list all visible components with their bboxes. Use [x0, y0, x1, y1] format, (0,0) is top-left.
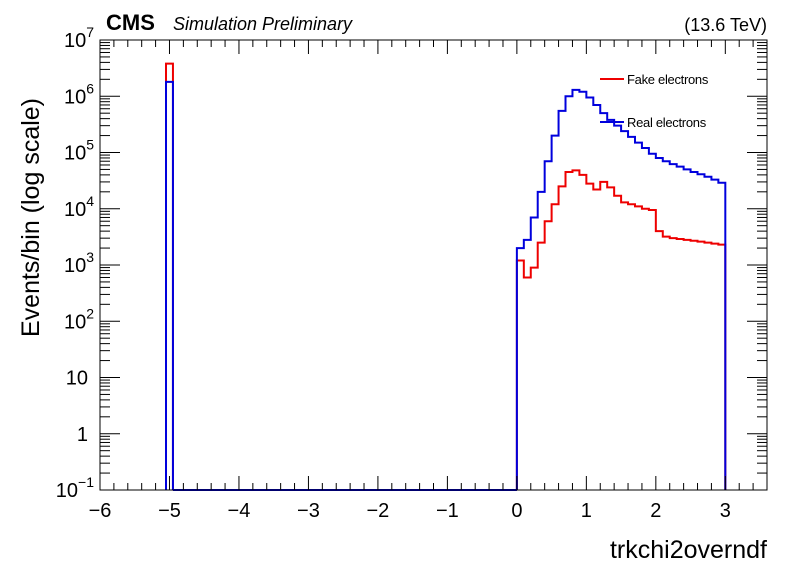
x-tick-label: 1 [581, 500, 592, 522]
y-tick-label: 103 [64, 249, 94, 277]
x-axis-label: trkchi2overndf [610, 536, 767, 564]
x-tick-label: 2 [650, 500, 661, 522]
x-tick-label: −3 [297, 500, 320, 522]
y-tick-base: 10 [64, 255, 86, 277]
legend-label-fake: Fake electrons [627, 72, 709, 87]
y-tick-base: 10 [64, 143, 86, 165]
y-tick-base: 10 [64, 86, 86, 108]
plot-frame [99, 39, 768, 491]
y-tick-exponent: 3 [86, 249, 94, 265]
y-tick-exponent: 5 [86, 137, 94, 153]
x-tick-label: −1 [436, 500, 459, 522]
svg-text:107: 107 [64, 24, 94, 52]
y-tick-label: 104 [64, 193, 94, 221]
cms-label: CMS [106, 10, 155, 35]
x-tick-label: −4 [228, 500, 251, 522]
y-tick-exponent: −1 [78, 474, 94, 490]
y-tick-exponent: 7 [86, 24, 94, 40]
histogram-bin [165, 80, 174, 490]
y-tick-label: 1 [77, 424, 88, 446]
histogram-steps [515, 88, 727, 490]
x-tick-label: −2 [367, 500, 390, 522]
y-tick-base: 10 [64, 30, 86, 52]
legend: Fake electrons Real electrons [600, 72, 709, 130]
y-tick-exponent: 2 [86, 305, 94, 321]
y-tick-exponent: 4 [86, 193, 94, 209]
y-tick-value: 1 [77, 424, 88, 446]
svg-text:104: 104 [64, 193, 94, 221]
y-tick-base: 10 [64, 311, 86, 333]
histogram-steps [515, 169, 727, 490]
y-axis-label: Events/bin (log scale) [17, 98, 45, 337]
x-tick-label: 3 [720, 500, 731, 522]
y-tick-label: 107 [64, 24, 94, 52]
svg-text:10−1: 10−1 [56, 474, 94, 502]
y-tick-label: 10 [66, 368, 88, 390]
legend-label-real: Real electrons [627, 115, 707, 130]
x-tick-label: 0 [511, 500, 522, 522]
svg-text:106: 106 [64, 80, 94, 108]
x-tick-label: −5 [158, 500, 181, 522]
energy-label: (13.6 TeV) [684, 15, 767, 35]
svg-text:105: 105 [64, 137, 94, 165]
y-tick-base: 10 [56, 480, 78, 502]
x-tick-label: −6 [89, 500, 112, 522]
svg-text:103: 103 [64, 249, 94, 277]
simulation-preliminary-label: Simulation Preliminary [173, 14, 353, 34]
y-tick-label: 106 [64, 80, 94, 108]
y-tick-base: 10 [64, 199, 86, 221]
y-tick-label: 10−1 [56, 474, 94, 502]
y-tick-label: 105 [64, 137, 94, 165]
y-tick-label: 102 [64, 305, 94, 333]
y-tick-exponent: 6 [86, 80, 94, 96]
svg-text:102: 102 [64, 305, 94, 333]
y-tick-value: 10 [66, 368, 88, 390]
